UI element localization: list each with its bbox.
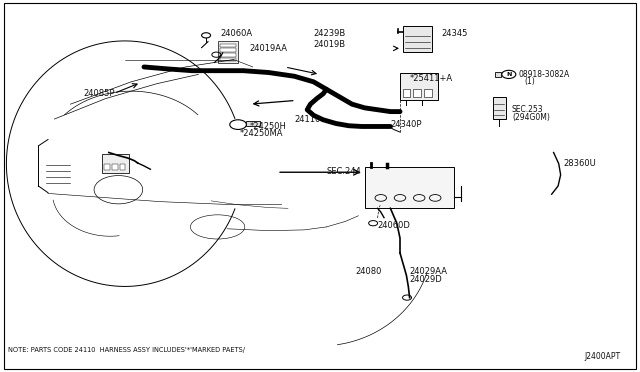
- Bar: [246, 121, 260, 126]
- Text: 28360U: 28360U: [563, 159, 596, 168]
- Bar: [495, 72, 501, 77]
- Text: 24019B: 24019B: [314, 40, 346, 49]
- Text: 24239B: 24239B: [314, 29, 346, 38]
- Text: 24019AA: 24019AA: [250, 44, 287, 53]
- Bar: [218, 41, 238, 63]
- Text: (294G0M): (294G0M): [512, 113, 550, 122]
- Text: 24080: 24080: [355, 267, 381, 276]
- Text: 24085P: 24085P: [83, 89, 115, 97]
- Bar: [403, 89, 410, 97]
- Text: 24060D: 24060D: [378, 221, 410, 230]
- Text: 24029D: 24029D: [410, 275, 442, 283]
- Text: 24340P: 24340P: [390, 120, 422, 129]
- Bar: [220, 48, 236, 52]
- Text: 24345: 24345: [442, 29, 468, 38]
- Bar: [424, 89, 432, 97]
- Text: SEC.253: SEC.253: [512, 105, 543, 114]
- Text: *24250MA: *24250MA: [240, 129, 284, 138]
- Bar: [413, 89, 421, 97]
- Text: *25411+A: *25411+A: [410, 74, 452, 83]
- Bar: [104, 164, 110, 170]
- Bar: [112, 164, 118, 170]
- Bar: [493, 97, 506, 119]
- Text: 24110: 24110: [294, 115, 321, 124]
- Text: (1): (1): [525, 77, 536, 86]
- Text: NOTE: PARTS CODE 24110  HARNESS ASSY INCLUDES'*'MARKED PAETS/: NOTE: PARTS CODE 24110 HARNESS ASSY INCL…: [8, 347, 245, 353]
- Bar: [365, 167, 454, 208]
- Text: *24250H: *24250H: [250, 122, 287, 131]
- Bar: [220, 58, 236, 61]
- Text: N: N: [506, 72, 511, 77]
- Bar: [220, 44, 236, 47]
- Bar: [400, 73, 438, 100]
- Text: 24060A: 24060A: [221, 29, 253, 38]
- Bar: [220, 53, 236, 57]
- Text: J2400APT: J2400APT: [585, 352, 621, 361]
- Text: 24029AA: 24029AA: [410, 267, 447, 276]
- Text: 08918-3082A: 08918-3082A: [518, 70, 570, 79]
- Bar: [120, 164, 125, 170]
- Text: SEC.244: SEC.244: [326, 167, 361, 176]
- Bar: [403, 26, 432, 52]
- Bar: [102, 154, 129, 173]
